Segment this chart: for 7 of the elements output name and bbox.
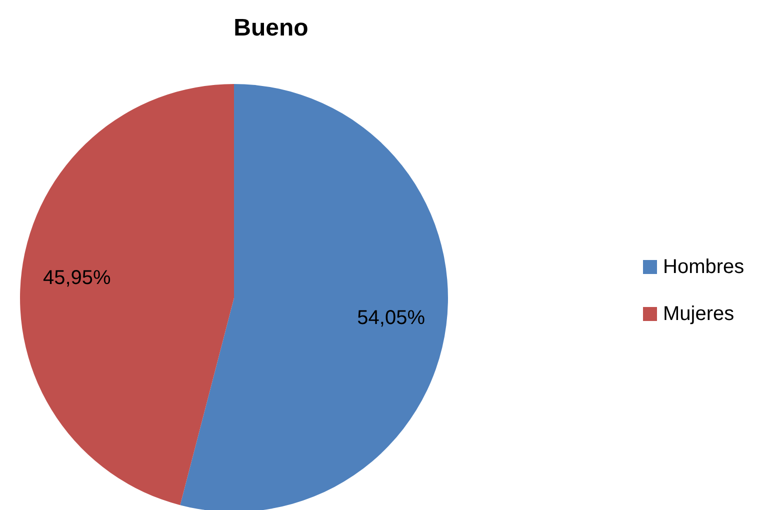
legend-label: Hombres [663,256,744,278]
chart-title: Bueno [234,14,308,42]
legend-label: Mujeres [663,302,734,326]
pie-slice [180,84,448,510]
pie-slice [20,84,234,506]
data-label: 45,95% [43,266,112,289]
data-label: 54,05% [357,307,426,330]
